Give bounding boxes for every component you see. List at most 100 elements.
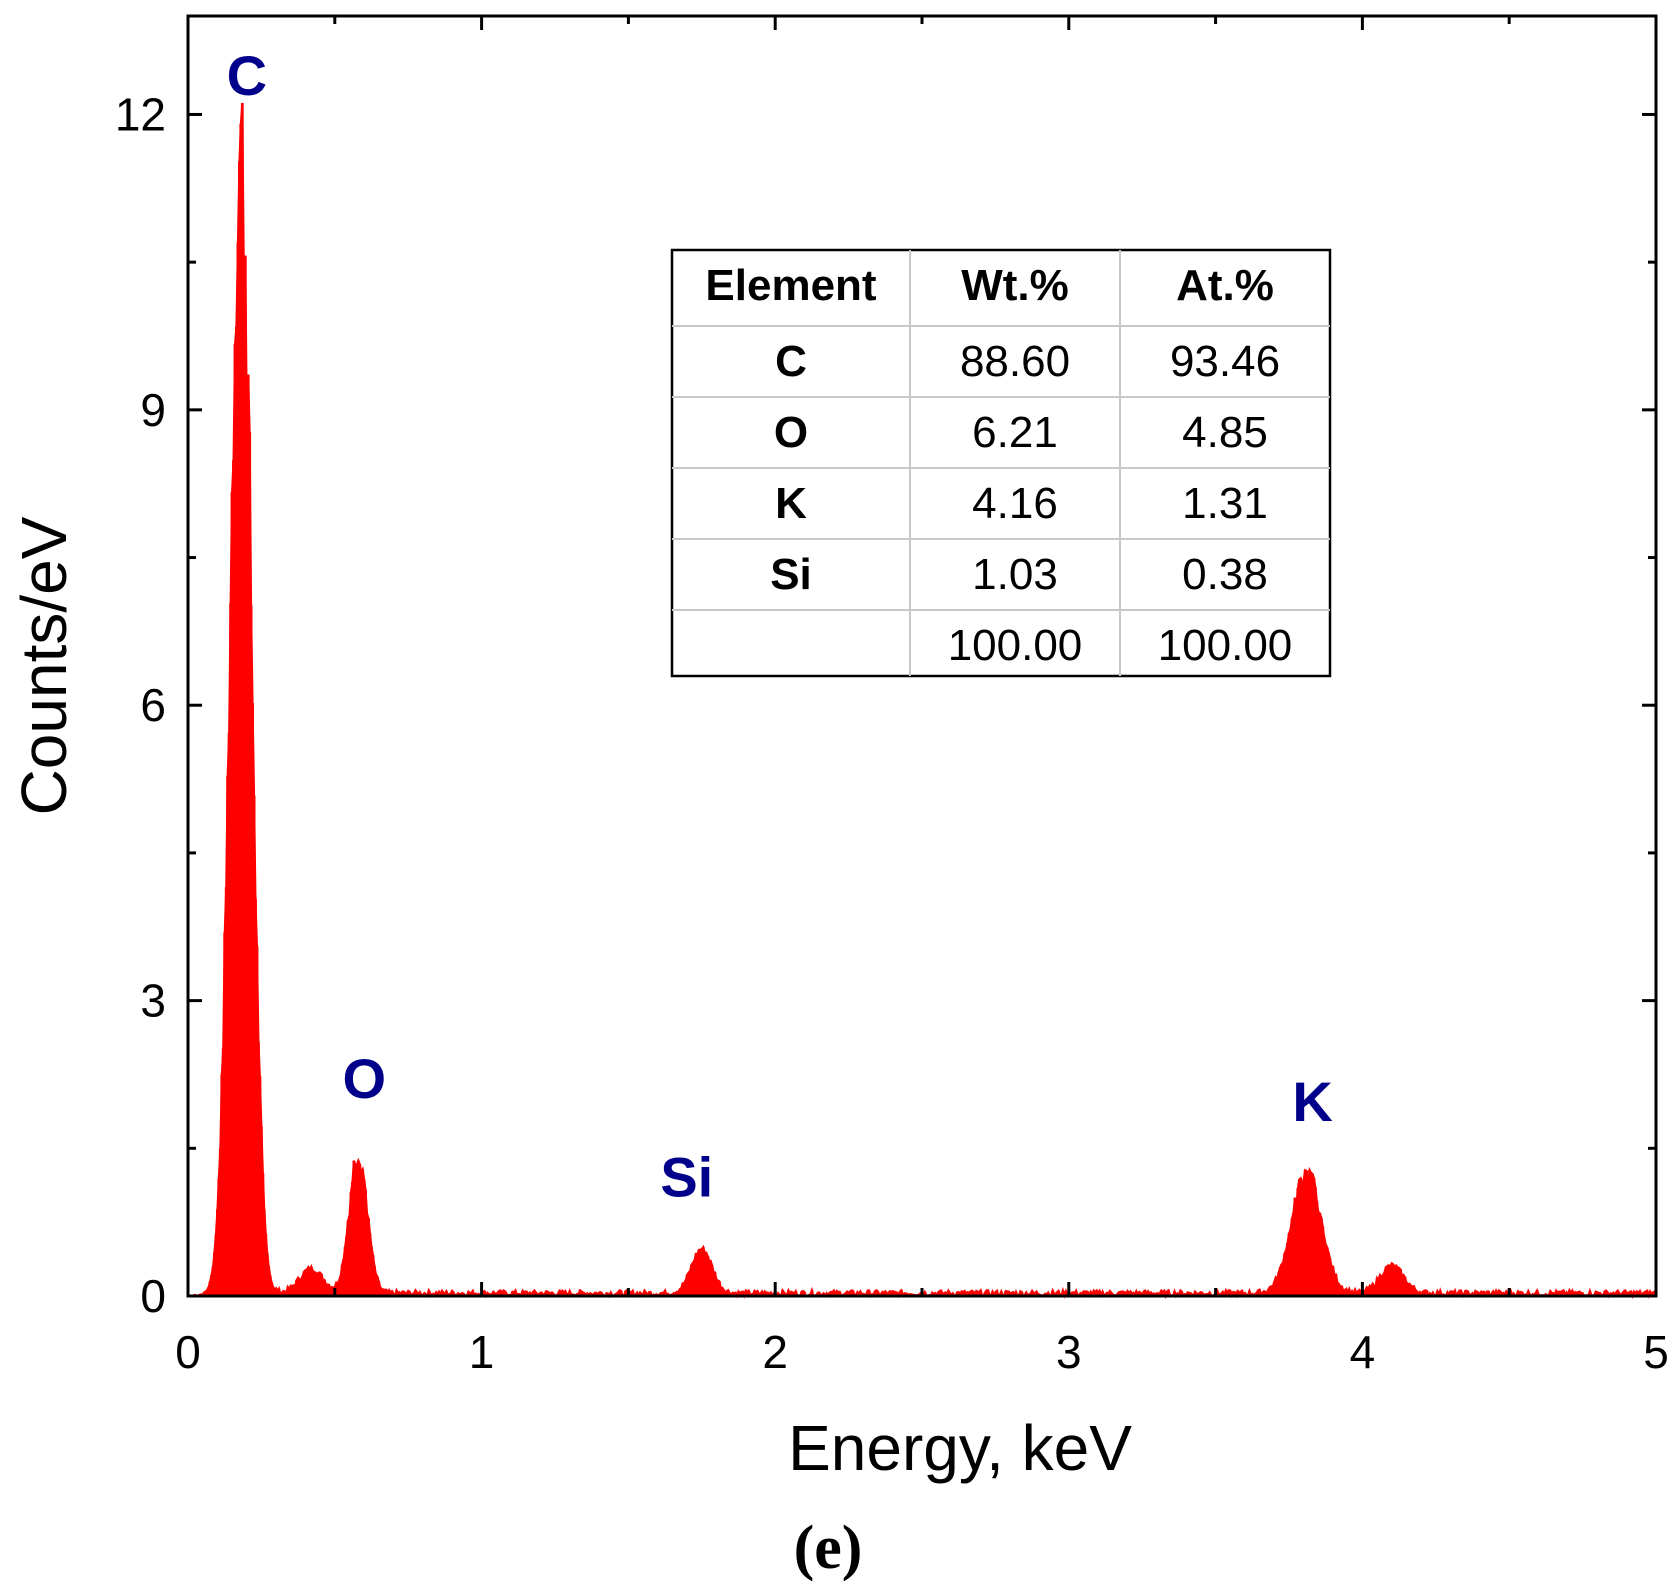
spectrum-bar [239, 123, 243, 1296]
spectrum-bar [356, 1160, 360, 1296]
spectrum-bar [1575, 1292, 1579, 1296]
spectrum-bar [220, 1074, 224, 1296]
spectrum-bar [339, 1275, 343, 1296]
spectrum-bar [230, 492, 234, 1297]
y-tick-label: 12 [115, 88, 166, 140]
spectrum-bar [1384, 1267, 1388, 1296]
spectrum-bar [499, 1290, 503, 1296]
spectrum-bar [1292, 1213, 1295, 1296]
spectrum-bar [1363, 1290, 1367, 1296]
spectrum-bar [963, 1290, 966, 1296]
spectrum-bar [352, 1160, 356, 1296]
spectrum-bar [290, 1286, 294, 1296]
spectrum-bar [387, 1289, 391, 1296]
spectrum-bar [340, 1264, 344, 1296]
spectrum-bar [618, 1290, 621, 1296]
spectrum-bar [1340, 1286, 1344, 1296]
spectrum-bar [1267, 1289, 1270, 1296]
spectrum-bar [765, 1292, 768, 1296]
spectrum-bar [1337, 1284, 1341, 1296]
spectrum-bar [323, 1279, 326, 1296]
spectrum-bar [1315, 1201, 1319, 1296]
spectrum-bar [204, 1291, 207, 1296]
spectrum-bar [1159, 1290, 1163, 1296]
spectrum-bar [684, 1280, 688, 1296]
spectrum-bar [312, 1271, 316, 1296]
spectrum-bar [1007, 1291, 1010, 1296]
spectrum-bar [1085, 1291, 1088, 1296]
spectrum-bar [1268, 1286, 1272, 1296]
spectrum-bar [1625, 1292, 1628, 1296]
spectrum-bar [948, 1292, 952, 1296]
x-tick-label: 4 [1350, 1326, 1376, 1378]
spectrum-bar [296, 1277, 300, 1296]
spectrum-bar [1616, 1290, 1620, 1296]
spectrum-bar [274, 1288, 278, 1296]
peak-label-o: O [343, 1047, 387, 1110]
spectrum-bar [712, 1271, 715, 1296]
spectrum-bar [1318, 1213, 1322, 1296]
spectrum-bar [703, 1252, 707, 1296]
spectrum-bar [1237, 1292, 1241, 1296]
spectrum-bar [694, 1253, 698, 1296]
spectrum-bar [801, 1290, 805, 1296]
spectrum-bar [1380, 1276, 1383, 1296]
spectrum-bar [374, 1274, 378, 1296]
spectrum-bar [534, 1292, 538, 1296]
spectrum-bar [292, 1285, 296, 1296]
spectrum-bar [1424, 1290, 1427, 1296]
spectrum-bar [249, 605, 253, 1296]
spectrum-bar [580, 1291, 583, 1296]
spectrum-bar [629, 1292, 633, 1296]
spectrum-bar [314, 1272, 318, 1296]
spectrum-bar [875, 1290, 878, 1296]
table-value-cell: 100.00 [1158, 621, 1293, 670]
composition-table: Element Wt.% At.% C 88.60 93.46 O 6.21 4.85 K 4.16… [670, 248, 1332, 678]
spectrum-bar [679, 1288, 683, 1296]
spectrum-bar [1368, 1285, 1372, 1296]
spectrum-bar [1353, 1289, 1357, 1296]
spectrum-bar [226, 775, 229, 1296]
spectrum-bar [1117, 1292, 1121, 1296]
spectrum-bar [1240, 1290, 1244, 1296]
spectrum-bar [1143, 1290, 1147, 1296]
spectrum-bar [616, 1292, 620, 1296]
spectrum-bar [1622, 1291, 1626, 1296]
spectrum-bar [337, 1279, 341, 1296]
spectrum-bar [336, 1283, 340, 1296]
spectrum-bar [386, 1292, 389, 1296]
spectrum-bar [1383, 1272, 1386, 1296]
spectrum-bar [1369, 1286, 1373, 1296]
spectrum-bar [961, 1291, 965, 1296]
spectrum-bar [373, 1265, 376, 1296]
spectrum-bar [512, 1292, 516, 1296]
spectrum-bar [1290, 1218, 1294, 1296]
spectrum-bar [381, 1289, 385, 1296]
table-element-cell: C [775, 337, 807, 386]
spectrum-bar [254, 898, 257, 1296]
spectrum-bar [1201, 1292, 1204, 1296]
spectrum-bar [1095, 1290, 1099, 1296]
spectrum-bar [713, 1272, 717, 1296]
table-value-cell: 1.03 [972, 550, 1058, 599]
spectrum-bar [406, 1290, 410, 1296]
x-tick-label: 3 [1056, 1326, 1082, 1378]
spectrum-bar [442, 1292, 445, 1296]
spectrum-bar [560, 1290, 564, 1296]
spectrum-bar [236, 242, 240, 1296]
spectrum-bar [221, 1047, 225, 1296]
spectrum-bar [402, 1291, 406, 1296]
spectrum-bar [716, 1280, 720, 1296]
spectrum-bar [892, 1291, 896, 1296]
spectrum-bar [676, 1292, 680, 1296]
spectrum-bar [866, 1290, 870, 1296]
spectrum-bar [243, 255, 247, 1297]
spectrum-bar [1331, 1266, 1335, 1296]
y-tick-label: 6 [140, 679, 166, 731]
table-header-cell: Element [705, 261, 877, 310]
spectrum-bar [985, 1290, 988, 1296]
spectrum-bar [299, 1279, 303, 1296]
table-value-cell: 4.16 [972, 479, 1058, 528]
spectrum-bar [709, 1260, 712, 1296]
